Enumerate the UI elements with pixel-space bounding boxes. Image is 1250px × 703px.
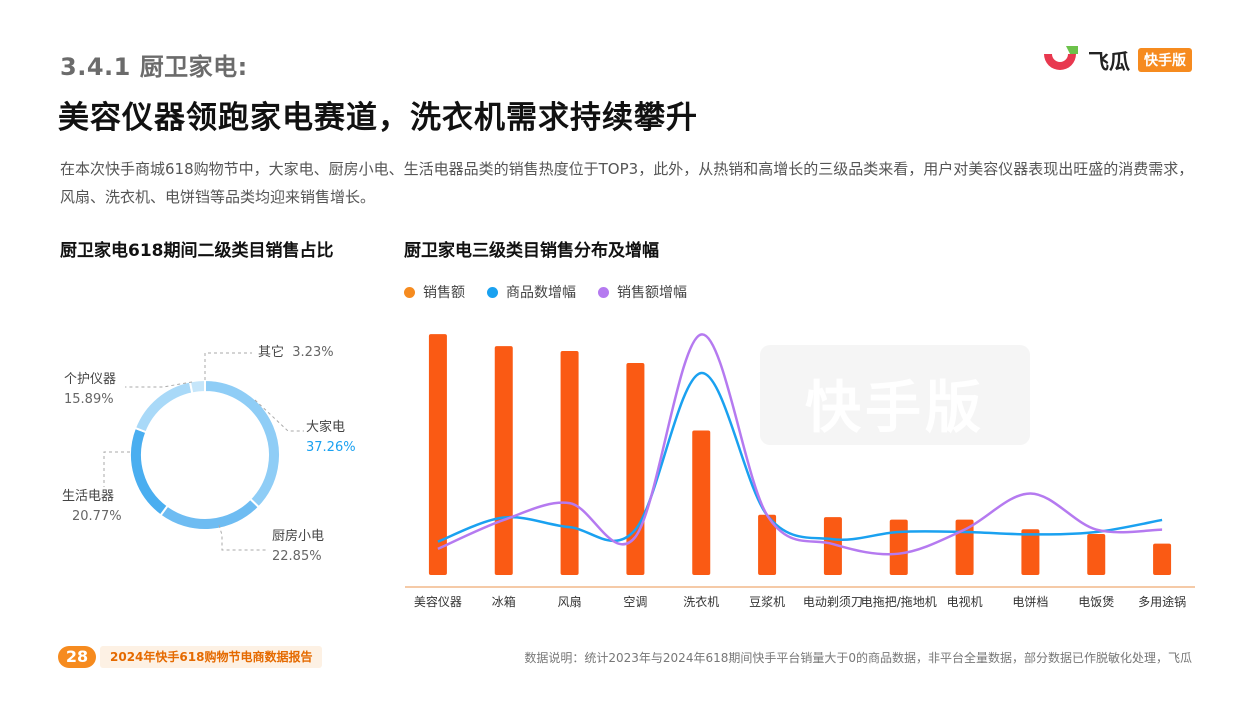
logo-text: 飞瓜 [1088, 50, 1130, 74]
sales-bar-10 [1087, 534, 1106, 575]
data-note: 数据说明：统计2023年与2024年618期间快手平台销量大于0的商品数据，非平… [524, 651, 1192, 665]
donut-label-other: 其它 3.23% [258, 343, 334, 363]
donut-chart-title: 厨卫家电618期间二级类目销售占比 [60, 241, 334, 261]
logo-green-leaf [1066, 46, 1078, 54]
donut-slice-0 [204, 378, 281, 509]
donut-label-living-appliances-value: 20.77% [72, 509, 122, 524]
x-tick-label-7: 电拖把/拖地机 [860, 595, 937, 609]
x-tick-label-2: 风扇 [557, 595, 582, 609]
donut-label-kitchen-appliances-name: 厨房小电 [272, 529, 325, 544]
watermark-text: 快手版 [805, 376, 985, 441]
feigua-logo-icon [1044, 46, 1078, 70]
x-tick-label-1: 冰箱 [491, 595, 516, 609]
donut-leader-line-2 [254, 399, 304, 432]
sales-bar-0 [428, 334, 447, 575]
donut-label-personal-care-value: 15.89% [64, 392, 114, 407]
report-title: 2024年快手618购物节电商数据报告 [100, 646, 323, 668]
donut-label-personal-care: 个护仪器 15.89% [64, 370, 116, 410]
donut-slice-2 [129, 426, 170, 517]
donut-label-kitchen-appliances-value: 22.85% [272, 549, 322, 564]
intro-paragraph: 在本次快手商城618购物节中，大家电、厨房小电、生活电器品类的销售热度位于TOP… [60, 160, 1194, 206]
sales-bar-9 [1021, 529, 1040, 575]
sales-bar-5 [758, 514, 777, 575]
sales-bar-2 [560, 350, 579, 575]
donut-label-living-appliances-name: 生活电器 [62, 489, 115, 504]
donut-slice-1 [159, 497, 261, 531]
x-tick-label-9: 电饼档 [1012, 595, 1049, 609]
donut-slice-3 [133, 380, 194, 434]
x-tick-label-11: 多用途锅 [1138, 595, 1187, 609]
donut-slice-4 [188, 378, 206, 395]
x-tick-label-5: 豆浆机 [749, 595, 786, 609]
donut-leader-line-1 [125, 381, 193, 388]
sales-bar-4 [692, 430, 711, 575]
sales-bar-6 [823, 517, 842, 575]
sales-bar-1 [494, 346, 513, 575]
legend-dot-sales [404, 286, 415, 298]
donut-label-large-appliances-name: 大家电 [306, 420, 346, 435]
legend-label-sales-growth: 销售额增幅 [617, 285, 687, 301]
section-title: 3.4.1 厨卫家电: [60, 53, 248, 81]
legend-label-sales: 销售额 [423, 285, 465, 301]
legend-dot-sales-growth [598, 286, 609, 298]
legend-item-sales-growth: 销售额增幅 [598, 282, 687, 302]
donut-label-other-value: 3.23% [292, 345, 334, 360]
donut-label-kitchen-appliances: 厨房小电 22.85% [272, 527, 324, 567]
sales-bar-7 [889, 519, 908, 575]
donut-leader-line-0 [204, 352, 252, 380]
legend-item-sales: 销售额 [404, 282, 465, 302]
bar-chart-title: 厨卫家电三级类目销售分布及增幅 [404, 241, 659, 261]
legend-dot-product-growth [487, 286, 498, 298]
x-tick-label-4: 洗衣机 [683, 595, 720, 609]
donut-label-living-appliances: 生活电器 20.77% [62, 487, 122, 527]
sales-bar-3 [626, 363, 645, 575]
page-headline: 美容仪器领跑家电赛道，洗衣机需求持续攀升 [58, 100, 698, 136]
x-tick-label-3: 空调 [623, 595, 648, 609]
sales-bar-8 [955, 519, 974, 575]
sales-bar-11 [1153, 543, 1172, 575]
page-number-badge: 28 [58, 646, 96, 668]
x-tick-label-6: 电动剃须刀 [802, 595, 863, 609]
donut-label-large-appliances: 大家电 37.26% [306, 418, 356, 458]
x-tick-label-8: 电视机 [946, 595, 983, 609]
logo-badge: 快手版 [1138, 48, 1192, 72]
legend-label-product-growth: 商品数增幅 [506, 285, 576, 301]
donut-leader-line-4 [218, 524, 268, 551]
donut-label-other-name: 其它 [258, 345, 285, 360]
legend-item-product-growth: 商品数增幅 [487, 282, 576, 302]
feigua-logo: 飞瓜 快手版 [1040, 44, 1195, 78]
donut-label-personal-care-name: 个护仪器 [64, 372, 117, 387]
donut-leader-line-3 [103, 451, 130, 487]
logo-red-arc [1044, 54, 1076, 70]
x-tick-label-0: 美容仪器 [413, 595, 462, 609]
bar-chart-legend: 销售额 商品数增幅 销售额增幅 [404, 282, 687, 302]
watermark-box: 快手版 [760, 345, 1030, 445]
donut-label-large-appliances-value: 37.26% [306, 440, 356, 455]
x-tick-label-10: 电饭煲 [1078, 595, 1115, 609]
